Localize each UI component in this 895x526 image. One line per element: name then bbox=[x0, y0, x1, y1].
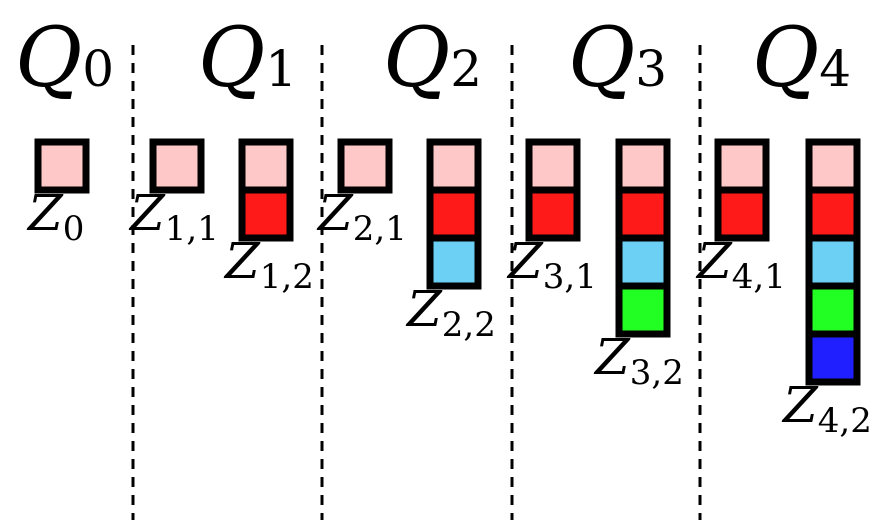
label-base: Z bbox=[26, 184, 64, 242]
header-q2-base: Q bbox=[383, 11, 450, 106]
cell-red bbox=[525, 186, 581, 242]
svg-text:Q3: Q3 bbox=[568, 11, 667, 106]
cell-red bbox=[426, 186, 482, 242]
stack-z0: Z0 bbox=[26, 138, 90, 249]
header-q4: Q4 bbox=[752, 11, 851, 106]
svg-text:Q0: Q0 bbox=[15, 11, 114, 106]
stack-z2-1: Z2,1 bbox=[316, 138, 407, 249]
cell-light-pink bbox=[149, 138, 205, 194]
column-dividers bbox=[131, 45, 702, 520]
header-q1-base: Q bbox=[198, 11, 265, 106]
cell-light-blue bbox=[426, 234, 482, 290]
stack-z1-2: Z1,2 bbox=[223, 138, 314, 297]
cell-light-pink bbox=[525, 138, 581, 194]
label-sub: 1,2 bbox=[260, 257, 314, 297]
cell-light-pink bbox=[34, 138, 90, 194]
cell-light-pink bbox=[337, 138, 393, 194]
cell-light-pink bbox=[805, 138, 861, 194]
header-q0: Q0 bbox=[15, 11, 114, 106]
label-z1-1: Z1,1 bbox=[128, 184, 219, 249]
label-base: Z bbox=[593, 328, 631, 386]
cell-red bbox=[615, 186, 671, 242]
cell-light-pink bbox=[238, 138, 294, 194]
label-z4-1: Z4,1 bbox=[695, 232, 786, 297]
header-q3-sub: 3 bbox=[635, 40, 667, 98]
stack-z2-2: Z2,2 bbox=[405, 138, 496, 345]
label-z4-2: Z4,2 bbox=[781, 376, 872, 441]
svg-text:Q4: Q4 bbox=[752, 11, 851, 106]
label-base: Z bbox=[128, 184, 166, 242]
header-q2: Q2 bbox=[383, 11, 482, 106]
stack-z4-2: Z4,2 bbox=[781, 138, 872, 441]
label-base: Z bbox=[506, 232, 544, 290]
cell-red bbox=[238, 186, 294, 242]
svg-text:Q2: Q2 bbox=[383, 11, 482, 106]
header-q2-sub: 2 bbox=[450, 40, 482, 98]
header-q4-base: Q bbox=[752, 11, 819, 106]
label-sub: 3,1 bbox=[543, 257, 597, 297]
cell-blue bbox=[805, 330, 861, 386]
cell-green bbox=[805, 282, 861, 338]
label-z3-2: Z3,2 bbox=[593, 328, 684, 393]
label-z0: Z0 bbox=[26, 184, 84, 249]
label-sub: 4,2 bbox=[818, 401, 872, 441]
label-z1-2: Z1,2 bbox=[223, 232, 314, 297]
cell-light-pink bbox=[426, 138, 482, 194]
label-base: Z bbox=[405, 280, 443, 338]
label-z2-2: Z2,2 bbox=[405, 280, 496, 345]
cell-light-pink bbox=[714, 138, 770, 194]
label-base: Z bbox=[695, 232, 733, 290]
label-base: Z bbox=[781, 376, 819, 434]
label-sub: 0 bbox=[63, 209, 85, 249]
header-q3: Q3 bbox=[568, 11, 667, 106]
label-sub: 2,1 bbox=[353, 209, 407, 249]
label-z2-1: Z2,1 bbox=[316, 184, 407, 249]
cell-red bbox=[714, 186, 770, 242]
label-sub: 1,1 bbox=[165, 209, 219, 249]
stacks: Z0 Z1,1Z1,2Z2,1Z2,2Z3,1Z3,2Z4,1Z4,2 bbox=[26, 138, 872, 441]
header-q1-sub: 1 bbox=[265, 40, 297, 98]
label-sub: 3,2 bbox=[630, 353, 684, 393]
label-base: Z bbox=[223, 232, 261, 290]
header-q3-base: Q bbox=[568, 11, 635, 106]
label-z3-1: Z3,1 bbox=[506, 232, 597, 297]
label-sub: 4,1 bbox=[732, 257, 786, 297]
header-q1: Q1 bbox=[198, 11, 297, 106]
cell-light-blue bbox=[615, 234, 671, 290]
stack-z4-1: Z4,1 bbox=[695, 138, 786, 297]
stack-z3-1: Z3,1 bbox=[506, 138, 597, 297]
cell-light-pink bbox=[615, 138, 671, 194]
cell-green bbox=[615, 282, 671, 338]
label-sub: 2,2 bbox=[442, 305, 496, 345]
label-base: Z bbox=[316, 184, 354, 242]
stack-z3-2: Z3,2 bbox=[593, 138, 684, 393]
svg-text:Q1: Q1 bbox=[198, 11, 297, 106]
header-q0-sub: 0 bbox=[82, 40, 114, 98]
header-q4-sub: 4 bbox=[819, 40, 851, 98]
header-q0-base: Q bbox=[15, 11, 82, 106]
cell-light-blue bbox=[805, 234, 861, 290]
cell-red bbox=[805, 186, 861, 242]
stack-z1-1: Z1,1 bbox=[128, 138, 219, 249]
